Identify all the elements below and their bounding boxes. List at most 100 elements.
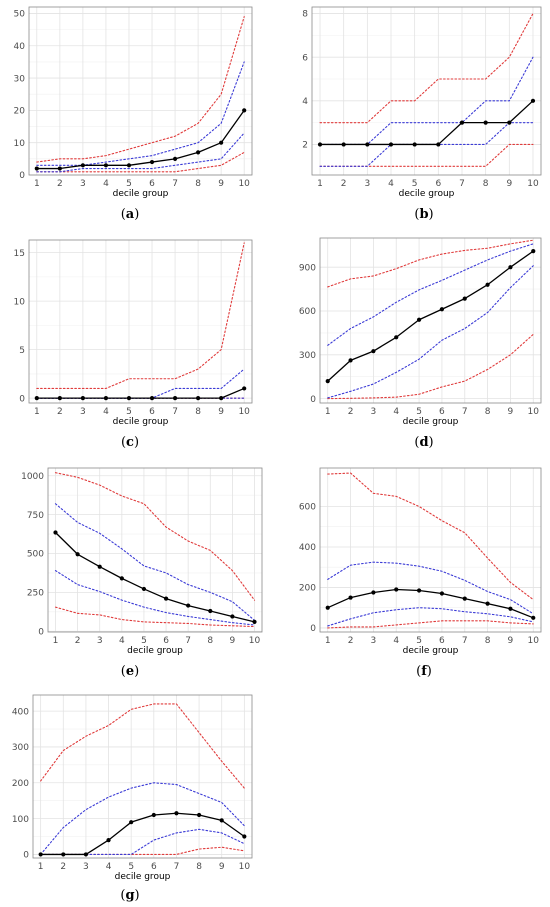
x-tick-label: 6 [439, 407, 445, 417]
x-tick-label: 9 [508, 636, 514, 646]
x-tick-label: 1 [34, 179, 40, 189]
x-axis-label: decile group [115, 872, 171, 882]
x-tick-label: 4 [106, 862, 112, 872]
median-point [394, 335, 399, 340]
panel-caption-letter: b [419, 207, 428, 222]
x-tick-label: 10 [238, 407, 250, 417]
y-tick-label: 40 [14, 42, 26, 52]
series-line-outer-lower [327, 620, 534, 629]
median-point [530, 98, 536, 103]
median-point [462, 296, 467, 301]
x-tick-label: 5 [128, 862, 134, 872]
y-tick-label: 0 [38, 627, 44, 637]
x-tick-label: 4 [103, 179, 109, 189]
panel-caption: (b) [414, 207, 433, 222]
median-point [507, 120, 512, 125]
x-tick-label: 9 [230, 636, 236, 646]
x-tick-label: 7 [174, 862, 180, 872]
median-point [531, 615, 536, 620]
x-tick-label: 9 [218, 179, 224, 189]
chart-panel-d: 0 300 600 900 1 2 3 4 5 6 7 8 9 10 decile group (d) [299, 237, 542, 450]
y-tick-label: 300 [12, 743, 29, 753]
panel-caption-letter: f [421, 664, 428, 679]
x-tick-label: 2 [60, 862, 66, 872]
median-point [219, 396, 224, 401]
x-tick-label: 2 [75, 636, 81, 646]
median-point [196, 150, 201, 155]
median-point [186, 603, 191, 608]
x-tick-label: 7 [462, 407, 468, 417]
median-point [341, 142, 346, 147]
series-line-outer-lower [54, 606, 256, 628]
x-tick-label: 6 [435, 179, 441, 189]
y-tick-label: 100 [12, 815, 29, 825]
x-tick-label: 7 [172, 179, 178, 189]
median-point [365, 142, 370, 147]
panel-caption: (e) [121, 664, 139, 679]
median-point [462, 596, 467, 601]
x-tick-label: 8 [195, 179, 201, 189]
median-point [34, 396, 39, 401]
x-tick-label: 7 [459, 179, 465, 189]
median-point [103, 396, 109, 401]
y-tick-label: 6 [302, 53, 308, 63]
x-tick-label: 7 [462, 636, 468, 646]
series-line-median [40, 812, 245, 856]
x-tick-label: 10 [238, 179, 250, 189]
median-point [242, 386, 247, 391]
median-point [388, 142, 394, 147]
x-tick-label: 8 [207, 636, 213, 646]
median-point [141, 586, 147, 592]
series-line-outer-upper [36, 242, 245, 390]
median-point [174, 811, 179, 816]
chart-panel-a: 0 10 20 30 40 50 1 2 3 4 5 6 7 8 9 10 decile group (a) [14, 6, 253, 222]
median-point [416, 317, 422, 322]
x-tick-label: 2 [348, 636, 354, 646]
median-point [126, 396, 132, 401]
y-tick-label: 5 [19, 346, 25, 356]
median-point [348, 358, 353, 363]
median-point [61, 852, 66, 857]
y-tick-label: 1000 [21, 472, 44, 482]
median-point [75, 552, 80, 557]
median-point [149, 396, 155, 401]
panel-border [319, 467, 542, 633]
x-tick-label: 2 [57, 407, 63, 417]
plot-area [312, 7, 541, 175]
series-line-inner-upper [327, 561, 534, 615]
x-tick-label: 5 [412, 179, 418, 189]
series-line-median [319, 100, 534, 146]
x-tick-label: 5 [126, 407, 132, 417]
x-tick-label: 3 [80, 179, 86, 189]
median-point [172, 396, 178, 401]
panel-border [32, 694, 253, 859]
panel-border [319, 237, 542, 404]
x-tick-label: 8 [483, 179, 489, 189]
series-line-median [54, 531, 256, 623]
median-point [317, 142, 323, 147]
y-tick-label: 900 [299, 263, 316, 273]
median-point [459, 120, 465, 125]
x-axis-label: decile group [403, 646, 459, 656]
median-point [252, 619, 257, 624]
x-tick-label: 6 [149, 179, 155, 189]
series-line-outer-upper [40, 703, 245, 789]
series-line-outer-upper [327, 239, 534, 288]
x-tick-label: 5 [416, 636, 422, 646]
x-tick-label: 6 [163, 636, 169, 646]
median-point [163, 596, 169, 601]
median-point [80, 396, 85, 401]
median-point [83, 852, 89, 857]
x-tick-label: 1 [38, 862, 44, 872]
panel-border [47, 467, 263, 633]
x-axis-label: decile group [127, 646, 183, 656]
panel-border [28, 6, 253, 176]
series-line-outer-upper [319, 13, 534, 124]
median-point [151, 812, 156, 818]
x-tick-label: 1 [325, 636, 331, 646]
median-point [325, 605, 330, 610]
x-tick-label: 1 [325, 407, 331, 417]
panel-caption: (f) [416, 664, 432, 679]
median-point [219, 140, 224, 145]
x-tick-label: 6 [439, 636, 445, 646]
